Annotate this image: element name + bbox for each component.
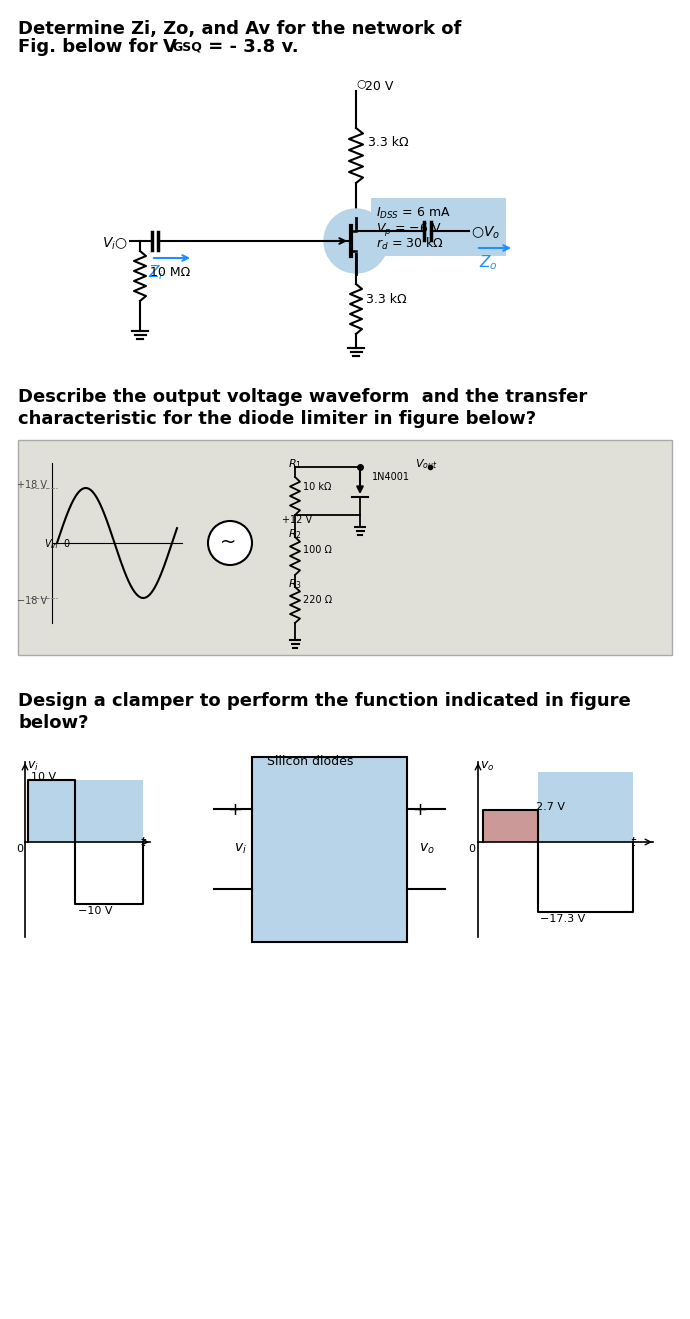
Text: −10 V: −10 V: [78, 906, 112, 915]
Text: 10 V: 10 V: [31, 772, 56, 782]
Text: $V_i$○: $V_i$○: [102, 236, 128, 252]
Text: Silicon diodes: Silicon diodes: [267, 754, 353, 768]
Text: $v_o$: $v_o$: [419, 842, 435, 856]
Text: +: +: [227, 801, 242, 819]
Bar: [18, 441, 672, 656]
Bar: [28, 780, 75, 842]
Text: $V_{out}$: $V_{out}$: [415, 456, 437, 471]
Text: below?: below?: [18, 714, 88, 732]
Text: $V_{in}$  0: $V_{in}$ 0: [44, 537, 71, 551]
Text: +18 V: +18 V: [17, 480, 47, 489]
Text: 0: 0: [16, 844, 23, 853]
Text: 0: 0: [468, 844, 475, 853]
Text: −17.3 V: −17.3 V: [540, 914, 585, 925]
Text: GSQ: GSQ: [172, 41, 202, 54]
Bar: [252, 757, 407, 942]
Text: 3.3 kΩ: 3.3 kΩ: [366, 293, 406, 306]
Text: $Z_i$: $Z_i$: [148, 262, 164, 282]
Text: $R_1$: $R_1$: [288, 456, 302, 471]
Text: $V_p$ = −6 V: $V_p$ = −6 V: [376, 222, 442, 237]
Text: Fig. below for: Fig. below for: [18, 38, 170, 55]
Text: Determine Zi, Zo, and Av for the network of: Determine Zi, Zo, and Av for the network…: [18, 20, 462, 38]
Text: 220 Ω: 220 Ω: [303, 595, 332, 605]
Text: 1N4001: 1N4001: [372, 472, 410, 481]
Bar: [75, 780, 143, 842]
Text: −: −: [412, 881, 427, 900]
Text: $R_2$: $R_2$: [288, 528, 302, 541]
Text: 2.7 V: 2.7 V: [536, 802, 565, 813]
Text: $I_{DSS}$ = 6 mA: $I_{DSS}$ = 6 mA: [376, 206, 451, 222]
Text: V: V: [163, 38, 177, 55]
Text: 10 MΩ: 10 MΩ: [150, 266, 190, 280]
Text: t: t: [140, 836, 145, 849]
Circle shape: [324, 208, 388, 273]
Text: Design a clamper to perform the function indicated in figure: Design a clamper to perform the function…: [18, 692, 631, 710]
Circle shape: [208, 521, 252, 565]
Text: ○: ○: [356, 78, 366, 88]
Text: = - 3.8 v.: = - 3.8 v.: [202, 38, 299, 55]
Text: ○$V_o$: ○$V_o$: [471, 226, 500, 241]
Text: +12 V: +12 V: [282, 514, 312, 525]
Text: 100 Ω: 100 Ω: [303, 545, 332, 555]
Text: $R_3$: $R_3$: [288, 576, 302, 591]
Text: −18 V: −18 V: [17, 596, 47, 605]
Text: $Z_o$: $Z_o$: [479, 253, 497, 272]
Text: $r_d$ = 30 kΩ: $r_d$ = 30 kΩ: [376, 236, 444, 252]
Bar: [538, 772, 633, 842]
Text: $v_o$: $v_o$: [480, 760, 494, 773]
Text: 10 kΩ: 10 kΩ: [303, 481, 331, 492]
Text: −: −: [227, 881, 242, 900]
Text: ~: ~: [220, 533, 237, 551]
Text: 3.3 kΩ: 3.3 kΩ: [368, 136, 408, 149]
Text: Describe the output voltage waveform  and the transfer: Describe the output voltage waveform and…: [18, 388, 587, 406]
Text: 20 V: 20 V: [365, 80, 393, 94]
Text: t: t: [630, 836, 635, 849]
Text: +: +: [412, 801, 427, 819]
Bar: [371, 198, 506, 256]
Text: characteristic for the diode limiter in figure below?: characteristic for the diode limiter in …: [18, 410, 536, 427]
Text: $v_i$: $v_i$: [234, 842, 247, 856]
Text: $v_i$: $v_i$: [27, 760, 39, 773]
Bar: [483, 810, 538, 842]
